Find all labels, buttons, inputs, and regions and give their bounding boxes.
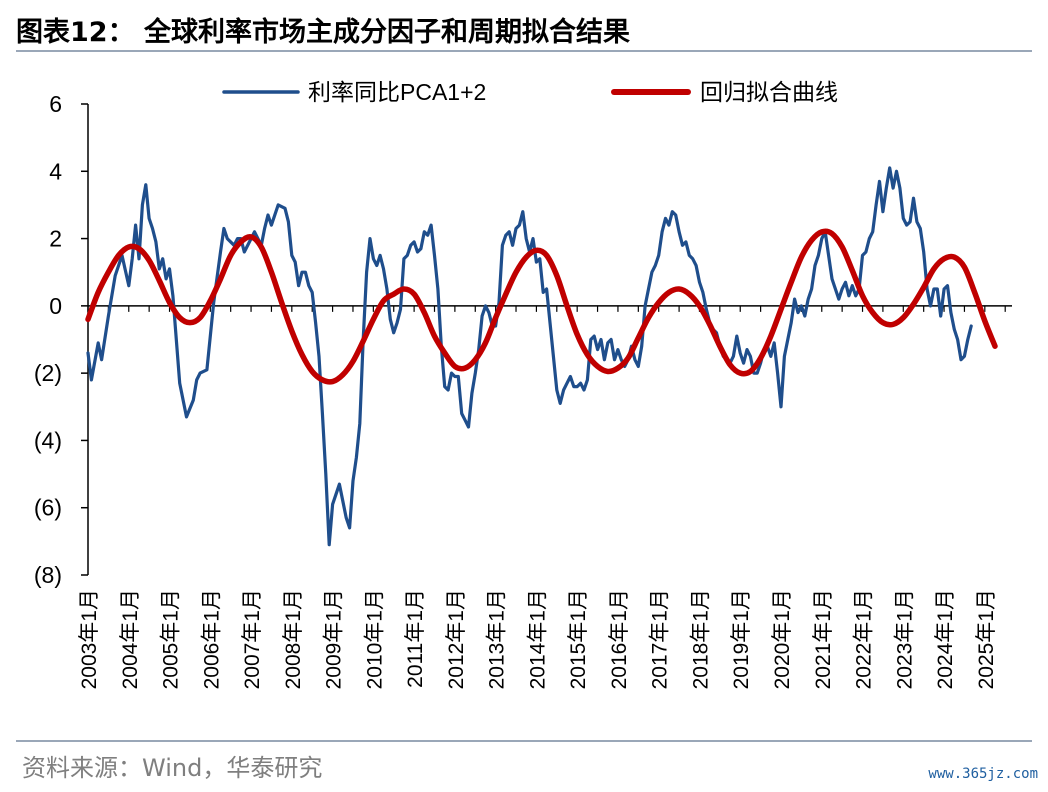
y-tick-label: (8): [34, 562, 62, 588]
x-tick-label: 2013年1月: [486, 589, 509, 689]
y-tick-label: 6: [49, 91, 62, 117]
pca-series-line: [86, 166, 973, 547]
x-tick-label: 2018年1月: [689, 589, 712, 689]
title-rule: [16, 50, 1032, 52]
x-tick-label: 2019年1月: [730, 589, 753, 689]
x-tick-label: 2003年1月: [78, 589, 101, 689]
footer-rule: [16, 740, 1032, 742]
legend-fit-label: 回归拟合曲线: [700, 79, 838, 105]
x-tick-label: 2007年1月: [241, 589, 264, 689]
x-tick-label: 2024年1月: [934, 589, 957, 689]
axes: 6 4 2 0 (2) (4) (6) (8) 2003年1月 2004年1月 2005年1月 200…: [34, 91, 1012, 689]
y-tick-label: 0: [49, 293, 62, 319]
x-tick-label: 2025年1月: [975, 589, 998, 689]
series-layer: [85, 166, 998, 547]
chart-title: 图表12： 全球利率市场主成分因子和周期拟合结果: [16, 17, 630, 48]
x-tick-label: 2012年1月: [445, 589, 468, 689]
x-tick-label: 2011年1月: [404, 589, 427, 688]
x-tick-label: 2006年1月: [200, 589, 223, 689]
x-tick-label: 2008年1月: [282, 589, 305, 689]
watermark: www.365jz.com: [928, 766, 1038, 782]
x-tick-label: 2016年1月: [608, 589, 631, 689]
y-tick-label: (4): [34, 427, 62, 453]
source-note: 资料来源：Wind，华泰研究: [22, 754, 323, 782]
x-tick-label: 2021年1月: [812, 589, 835, 689]
x-tick-label: 2014年1月: [526, 589, 549, 689]
title-bar: 图表12： 全球利率市场主成分因子和周期拟合结果: [0, 0, 1048, 52]
y-tick-label: 4: [49, 158, 62, 184]
fit-curve-line: [85, 228, 998, 385]
legend: 利率同比PCA1+2 回归拟合曲线: [222, 79, 838, 105]
legend-pca-label: 利率同比PCA1+2: [308, 79, 486, 105]
x-tick-label: 2015年1月: [567, 589, 590, 689]
x-tick-label: 2017年1月: [649, 589, 672, 689]
x-tick-label: 2004年1月: [119, 589, 142, 689]
x-tick-label: 2022年1月: [853, 589, 876, 689]
x-tick-label: 2020年1月: [771, 589, 794, 689]
y-tick-label: (6): [34, 495, 62, 521]
x-tick-label: 2023年1月: [893, 589, 916, 689]
x-tick-label: 2005年1月: [160, 589, 183, 689]
y-tick-label: 2: [49, 226, 62, 252]
x-tick-label: 2009年1月: [323, 589, 346, 689]
x-tick-label: 2010年1月: [363, 589, 386, 689]
y-tick-label: (2): [34, 360, 62, 386]
line-chart: 利率同比PCA1+2 回归拟合曲线 6 4 2 0 (2) (4) (6) (8) 2003年1月…: [34, 79, 1012, 689]
